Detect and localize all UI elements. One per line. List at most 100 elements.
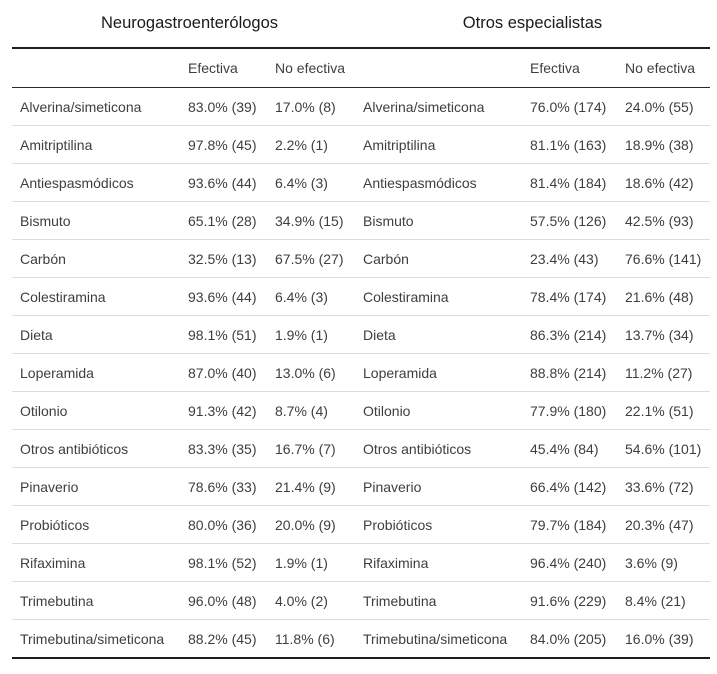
otros-no-efectiva-cell: 76.6% (141) bbox=[625, 250, 702, 267]
table-row: Loperamida 87.0% (40) 13.0% (6) Loperamida 8… bbox=[12, 354, 710, 392]
neuro-efectiva-cell: 98.1% (52) bbox=[188, 554, 257, 571]
treatment-label-otros: Antiespasmódicos bbox=[363, 174, 477, 191]
treatment-label-otros: Colestiramina bbox=[363, 288, 449, 305]
treatment-label-otros: Carbón bbox=[363, 250, 409, 267]
table-body: Alverina/simeticona 83.0% (39) 17.0% (8) Al… bbox=[12, 88, 710, 659]
neuro-efectiva-cell: 83.3% (35) bbox=[188, 440, 257, 457]
treatment-label-neuro: Loperamida bbox=[20, 364, 94, 381]
neuro-efectiva-cell: 88.2% (45) bbox=[188, 630, 257, 647]
treatment-label-neuro: Carbón bbox=[20, 250, 66, 267]
table-row: Bismuto 65.1% (28) 34.9% (15) Bismuto 57.5% … bbox=[12, 202, 710, 240]
treatment-label-otros: Probióticos bbox=[363, 516, 433, 533]
treatment-label-otros: Loperamida bbox=[363, 364, 437, 381]
otros-no-efectiva-cell: 8.4% (21) bbox=[625, 592, 686, 609]
treatment-label-neuro: Trimebutina/simeticona bbox=[20, 630, 165, 647]
neuro-efectiva-cell: 65.1% (28) bbox=[188, 212, 257, 229]
neuro-efectiva-cell: 97.8% (45) bbox=[188, 136, 257, 153]
otros-efectiva-cell: 96.4% (240) bbox=[530, 554, 607, 571]
otros-efectiva-cell: 57.5% (126) bbox=[530, 212, 607, 229]
header-otros-efectiva: Efectiva bbox=[530, 60, 580, 76]
table-row: Alverina/simeticona 83.0% (39) 17.0% (8) Al… bbox=[12, 88, 710, 126]
neuro-no-efectiva-cell: 21.4% (9) bbox=[275, 478, 336, 495]
table-row: Trimebutina 96.0% (48) 4.0% (2) Trimebutina… bbox=[12, 582, 710, 620]
otros-no-efectiva-cell: 33.6% (72) bbox=[625, 478, 694, 495]
otros-efectiva-cell: 79.7% (184) bbox=[530, 516, 607, 533]
table-row: Probióticos 80.0% (36) 20.0% (9) Probiótico… bbox=[12, 506, 710, 544]
neuro-no-efectiva-cell: 34.9% (15) bbox=[275, 212, 344, 229]
otros-efectiva-cell: 77.9% (180) bbox=[530, 402, 607, 419]
otros-efectiva-cell: 91.6% (229) bbox=[530, 592, 607, 609]
neuro-efectiva-cell: 93.6% (44) bbox=[188, 174, 257, 191]
neuro-no-efectiva-cell: 4.0% (2) bbox=[275, 592, 328, 609]
treatment-label-neuro: Probióticos bbox=[20, 516, 90, 533]
treatment-label-otros: Trimebutina/simeticona bbox=[363, 630, 508, 647]
neuro-no-efectiva-cell: 67.5% (27) bbox=[275, 250, 344, 267]
treatment-label-otros: Amitriptilina bbox=[363, 136, 436, 153]
neuro-efectiva-cell: 78.6% (33) bbox=[188, 478, 257, 495]
otros-no-efectiva-cell: 16.0% (39) bbox=[625, 630, 694, 647]
treatment-label-otros: Otilonio bbox=[363, 402, 411, 419]
header-otros-no-efectiva: No efectiva bbox=[625, 60, 696, 76]
neuro-no-efectiva-cell: 6.4% (3) bbox=[275, 288, 328, 305]
treatment-label-otros: Rifaximina bbox=[363, 554, 429, 571]
treatment-label-neuro: Otilonio bbox=[20, 402, 68, 419]
results-table: Neurogastroenterólogos Otros especialist… bbox=[12, 0, 710, 659]
treatment-label-otros: Trimebutina bbox=[363, 592, 437, 609]
table-row: Carbón 32.5% (13) 67.5% (27) Carbón 23.4% (4… bbox=[12, 240, 710, 278]
neuro-efectiva-cell: 32.5% (13) bbox=[188, 250, 257, 267]
group-header-row: Neurogastroenterólogos Otros especialist… bbox=[12, 0, 710, 49]
otros-efectiva-cell: 88.8% (214) bbox=[530, 364, 607, 381]
table-row: Pinaverio 78.6% (33) 21.4% (9) Pinaverio 66.… bbox=[12, 468, 710, 506]
otros-no-efectiva-cell: 24.0% (55) bbox=[625, 98, 694, 115]
otros-no-efectiva-cell: 20.3% (47) bbox=[625, 516, 694, 533]
treatment-label-neuro: Antiespasmódicos bbox=[20, 174, 134, 191]
treatment-label-neuro: Trimebutina bbox=[20, 592, 94, 609]
otros-no-efectiva-cell: 3.6% (9) bbox=[625, 554, 678, 571]
treatment-label-neuro: Amitriptilina bbox=[20, 136, 93, 153]
group-title-otros-especialistas: Otros especialistas bbox=[462, 14, 603, 32]
treatment-label-neuro: Otros antibióticos bbox=[20, 440, 129, 457]
neuro-efectiva-cell: 96.0% (48) bbox=[188, 592, 257, 609]
table-row: Trimebutina/simeticona 88.2% (45) 11.8% (6… bbox=[12, 620, 710, 659]
neuro-no-efectiva-cell: 13.0% (6) bbox=[275, 364, 336, 381]
neuro-no-efectiva-cell: 16.7% (7) bbox=[275, 440, 336, 457]
treatment-label-otros: Pinaverio bbox=[363, 478, 422, 495]
otros-efectiva-cell: 76.0% (174) bbox=[530, 98, 607, 115]
otros-no-efectiva-cell: 54.6% (101) bbox=[625, 440, 702, 457]
neuro-efectiva-cell: 93.6% (44) bbox=[188, 288, 257, 305]
table-row: Amitriptilina 97.8% (45) 2.2% (1) Amitripti… bbox=[12, 126, 710, 164]
table-row: Otros antibióticos 83.3% (35) 16.7% (7) Otr… bbox=[12, 430, 710, 468]
otros-no-efectiva-cell: 11.2% (27) bbox=[625, 364, 693, 381]
otros-no-efectiva-cell: 13.7% (34) bbox=[625, 326, 694, 343]
treatment-label-otros: Alverina/simeticona bbox=[363, 98, 485, 115]
header-neuro-no-efectiva: No efectiva bbox=[275, 60, 346, 76]
group-title-neurogastroenterologos: Neurogastroenterólogos bbox=[100, 14, 279, 32]
otros-no-efectiva-cell: 18.9% (38) bbox=[625, 136, 694, 153]
otros-efectiva-cell: 86.3% (214) bbox=[530, 326, 607, 343]
neuro-efectiva-cell: 87.0% (40) bbox=[188, 364, 257, 381]
otros-no-efectiva-cell: 18.6% (42) bbox=[625, 174, 694, 191]
header-neuro-efectiva: Efectiva bbox=[188, 60, 238, 76]
neuro-no-efectiva-cell: 2.2% (1) bbox=[275, 136, 328, 153]
table-row: Colestiramina 93.6% (44) 6.4% (3) Colestira… bbox=[12, 278, 710, 316]
otros-efectiva-cell: 84.0% (205) bbox=[530, 630, 607, 647]
otros-efectiva-cell: 81.4% (184) bbox=[530, 174, 607, 191]
otros-efectiva-cell: 23.4% (43) bbox=[530, 250, 599, 267]
neuro-efectiva-cell: 83.0% (39) bbox=[188, 98, 257, 115]
table-row: Dieta 98.1% (51) 1.9% (1) Dieta 86.3% (214) 1… bbox=[12, 316, 710, 354]
neuro-no-efectiva-cell: 11.8% (6) bbox=[275, 630, 335, 647]
neuro-no-efectiva-cell: 20.0% (9) bbox=[275, 516, 336, 533]
treatment-label-otros: Dieta bbox=[363, 326, 396, 343]
neuro-efectiva-cell: 91.3% (42) bbox=[188, 402, 257, 419]
treatment-label-neuro: Dieta bbox=[20, 326, 53, 343]
neuro-efectiva-cell: 98.1% (51) bbox=[188, 326, 257, 343]
neuro-no-efectiva-cell: 17.0% (8) bbox=[275, 98, 336, 115]
otros-efectiva-cell: 45.4% (84) bbox=[530, 440, 599, 457]
neuro-no-efectiva-cell: 6.4% (3) bbox=[275, 174, 328, 191]
treatment-label-otros: Otros antibióticos bbox=[363, 440, 472, 457]
neuro-no-efectiva-cell: 1.9% (1) bbox=[275, 326, 328, 343]
neuro-no-efectiva-cell: 8.7% (4) bbox=[275, 402, 328, 419]
otros-efectiva-cell: 78.4% (174) bbox=[530, 288, 607, 305]
otros-no-efectiva-cell: 22.1% (51) bbox=[625, 402, 694, 419]
table-row: Rifaximina 98.1% (52) 1.9% (1) Rifaximina 96… bbox=[12, 544, 710, 582]
